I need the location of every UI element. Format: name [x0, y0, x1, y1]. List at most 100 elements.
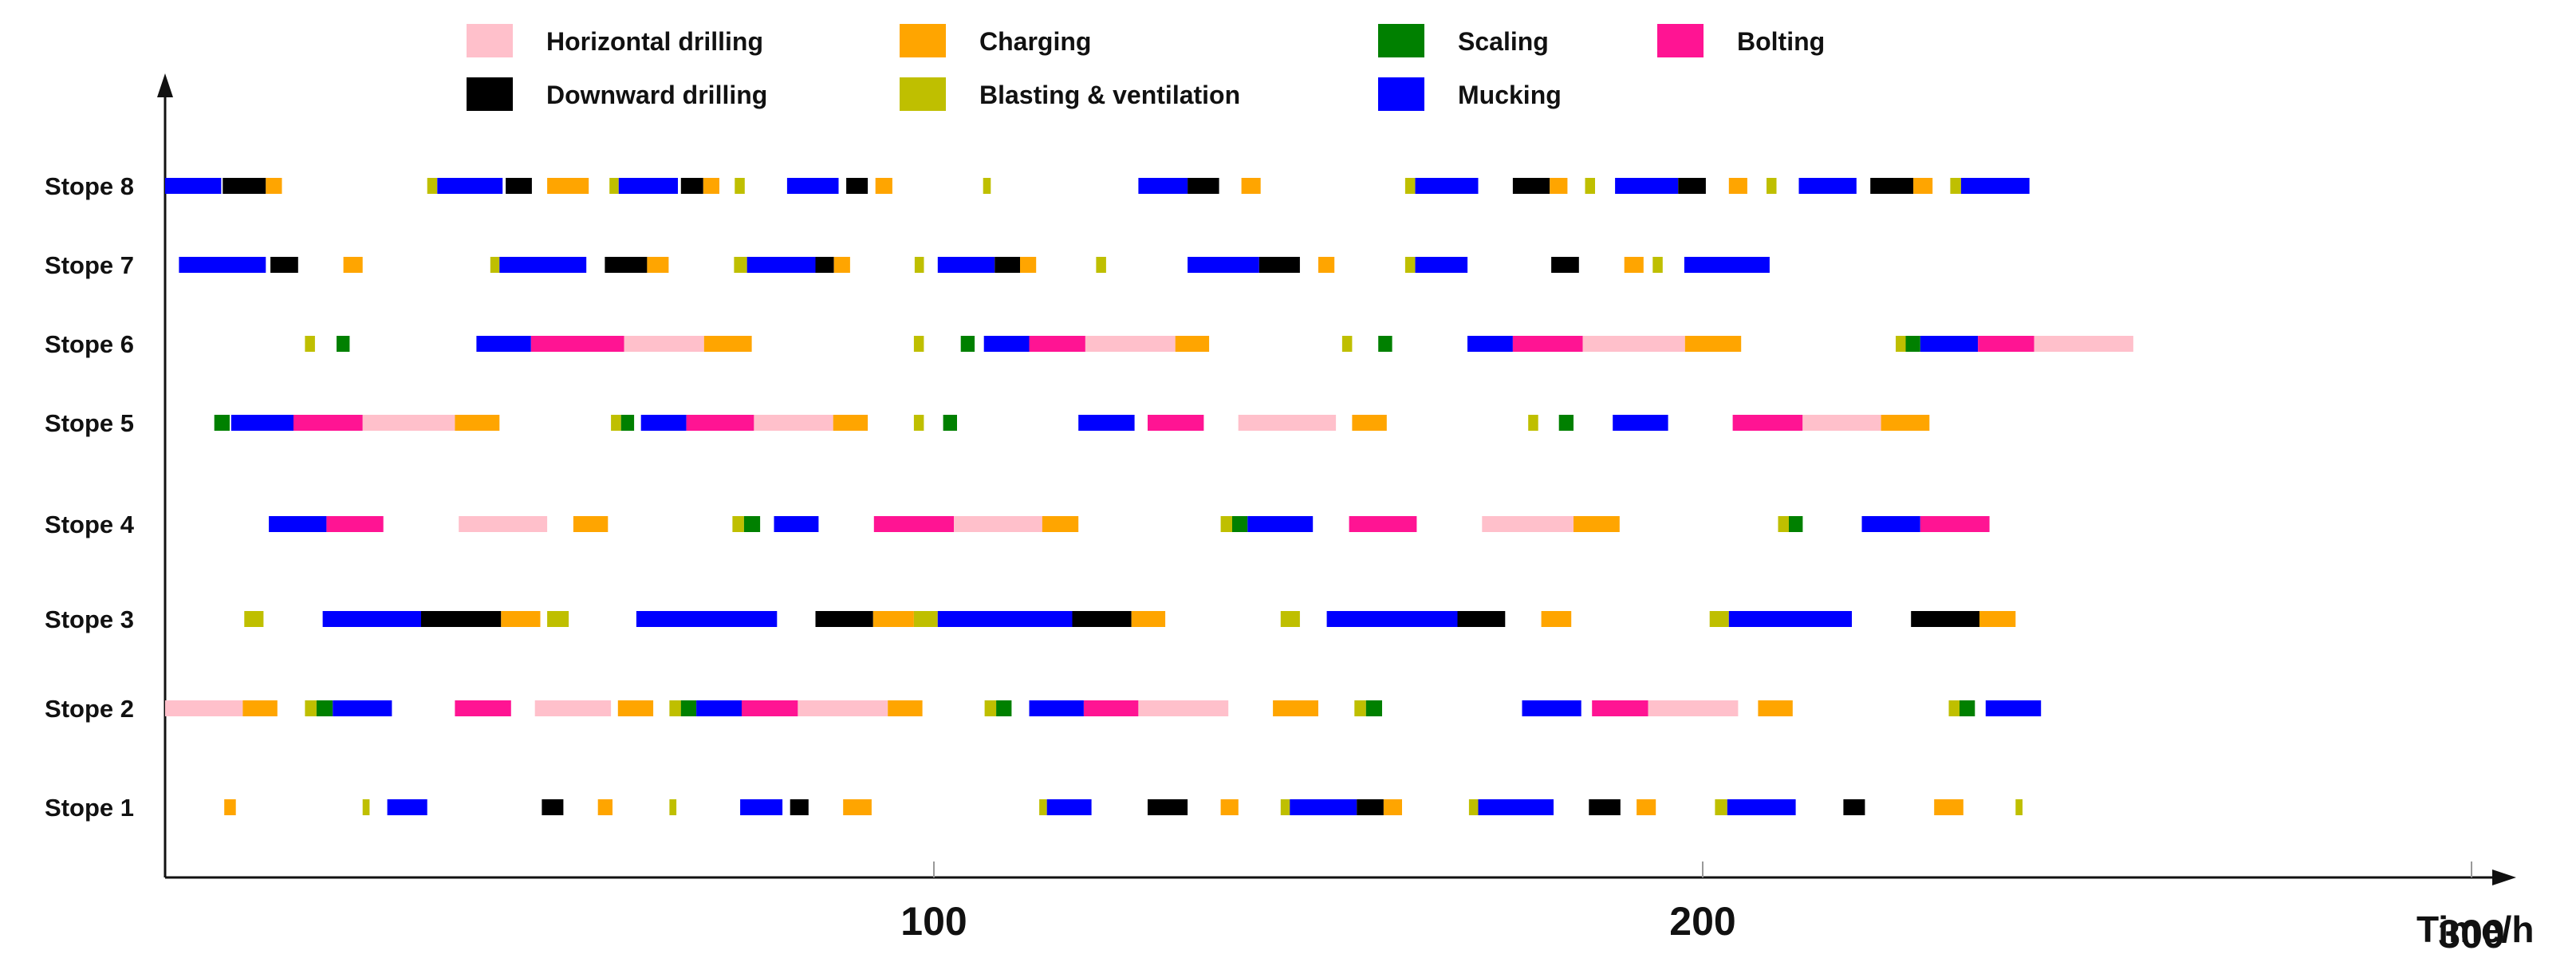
task-bar-downward-drilling — [1911, 611, 1979, 627]
task-bar-downward-drilling — [421, 611, 502, 627]
task-bar-blasting-ventilation — [1528, 415, 1538, 431]
task-bar-mucking — [387, 799, 427, 815]
legend: Horizontal drilling Charging Scaling Boltin… — [467, 24, 1825, 111]
task-bar-mucking — [1728, 611, 1852, 627]
task-bar-mucking — [1613, 415, 1668, 431]
task-bar-charging — [1574, 516, 1620, 532]
y-axis-arrowhead — [157, 73, 173, 97]
task-bar-bolting — [1732, 415, 1803, 431]
task-bar-mucking — [1985, 700, 2042, 716]
task-bar-blasting-ventilation — [913, 336, 924, 352]
task-bar-mucking — [1138, 178, 1188, 194]
task-bar-mucking — [1415, 178, 1479, 194]
task-bar-blasting-ventilation — [913, 611, 938, 627]
task-bar-scaling — [1232, 516, 1248, 532]
task-bar-horizontal-drilling — [459, 516, 548, 532]
task-bar-mucking — [1046, 799, 1092, 815]
task-bar-horizontal-drilling — [362, 415, 455, 431]
task-bar-blasting-ventilation — [1896, 336, 1906, 352]
task-bar-downward-drilling — [605, 257, 648, 273]
task-bar-blasting-ventilation — [913, 415, 924, 431]
task-bar-scaling — [337, 336, 350, 352]
legend-swatch-bolting — [1657, 24, 1704, 57]
task-bar-blasting-ventilation — [1950, 178, 1961, 194]
task-bar-mucking — [1326, 611, 1458, 627]
task-bar-blasting-ventilation — [305, 700, 317, 716]
task-bar-downward-drilling — [506, 178, 532, 194]
task-bar-downward-drilling — [223, 178, 266, 194]
task-bar-blasting-ventilation — [490, 257, 500, 273]
task-bar-scaling — [214, 415, 230, 431]
task-bar-horizontal-drilling — [1582, 336, 1685, 352]
task-bar-mucking — [1522, 700, 1581, 716]
task-bar-charging — [1352, 415, 1387, 431]
task-bar-blasting-ventilation — [305, 336, 315, 352]
stope-rows: Stope 8 Stope 7 Stope 6 Stope 5 Stope 4 Stope… — [45, 172, 2133, 822]
task-bar-charging — [875, 178, 892, 194]
row-label-stope-7: Stope 7 — [45, 251, 134, 279]
task-bar-blasting-ventilation — [1404, 178, 1416, 194]
task-bar-mucking — [179, 257, 266, 273]
task-bar-charging — [1541, 611, 1572, 627]
task-bar-blasting-ventilation — [1468, 799, 1479, 815]
task-bar-downward-drilling — [790, 799, 809, 815]
task-bar-charging — [343, 257, 363, 273]
task-bar-bolting — [1592, 700, 1648, 716]
task-bar-horizontal-drilling — [1648, 700, 1739, 716]
legend-label-downward-drilling: Downward drilling — [546, 81, 767, 109]
task-bar-bolting — [326, 516, 384, 532]
task-bar-blasting-ventilation — [1354, 700, 1366, 716]
task-bar-downward-drilling — [995, 257, 1020, 273]
task-bar-charging — [647, 257, 669, 273]
task-bar-downward-drilling — [1258, 257, 1300, 273]
task-bar-scaling — [960, 336, 975, 352]
task-bar-horizontal-drilling — [1802, 415, 1881, 431]
task-bar-mucking — [269, 516, 327, 532]
task-bar-charging — [597, 799, 612, 815]
task-bar-scaling — [943, 415, 957, 431]
task-bar-bolting — [1512, 336, 1583, 352]
task-bar-downward-drilling — [680, 178, 703, 194]
task-bar-blasting-ventilation — [735, 178, 745, 194]
task-bar-horizontal-drilling — [798, 700, 888, 716]
legend-swatch-blasting-ventilation — [900, 77, 946, 111]
legend-label-charging: Charging — [979, 27, 1091, 56]
legend-swatch-scaling — [1378, 24, 1424, 57]
task-bar-blasting-ventilation — [1709, 611, 1729, 627]
legend-swatch-downward-drilling — [467, 77, 513, 111]
task-bar-blasting-ventilation — [1767, 178, 1777, 194]
task-bar-charging — [888, 700, 923, 716]
task-bar-horizontal-drilling — [754, 415, 833, 431]
task-bar-mucking — [1188, 257, 1259, 273]
task-bar-mucking — [1920, 336, 1979, 352]
task-bar-scaling — [1960, 700, 1975, 716]
task-bar-downward-drilling — [1678, 178, 1706, 194]
task-bar-mucking — [333, 700, 392, 716]
task-bar-bolting — [1920, 516, 1990, 532]
task-bar-downward-drilling — [1512, 178, 1550, 194]
task-bar-blasting-ventilation — [547, 611, 569, 627]
task-bar-mucking — [786, 178, 839, 194]
legend-swatch-mucking — [1378, 77, 1424, 111]
task-bar-scaling — [743, 516, 761, 532]
task-bar-downward-drilling — [1357, 799, 1384, 815]
task-bar-bolting — [686, 415, 754, 431]
task-bar-charging — [242, 700, 278, 716]
task-bar-downward-drilling — [270, 257, 298, 273]
task-bar-scaling — [1905, 336, 1920, 352]
task-bar-scaling — [1789, 516, 1803, 532]
task-bar-charging — [703, 336, 752, 352]
task-bar-scaling — [1365, 700, 1382, 716]
task-bar-charging — [843, 799, 872, 815]
task-bar-mucking — [1798, 178, 1857, 194]
row-label-stope-2: Stope 2 — [45, 695, 134, 723]
legend-label-scaling: Scaling — [1458, 27, 1549, 56]
task-bar-blasting-ventilation — [2015, 799, 2023, 815]
task-bar-mucking — [983, 336, 1030, 352]
task-bar-bolting — [742, 700, 798, 716]
row-stope-8: Stope 8 — [45, 172, 2030, 200]
task-bar-bolting — [1148, 415, 1204, 431]
task-bar-blasting-ventilation — [611, 415, 621, 431]
task-bar-charging — [1131, 611, 1166, 627]
